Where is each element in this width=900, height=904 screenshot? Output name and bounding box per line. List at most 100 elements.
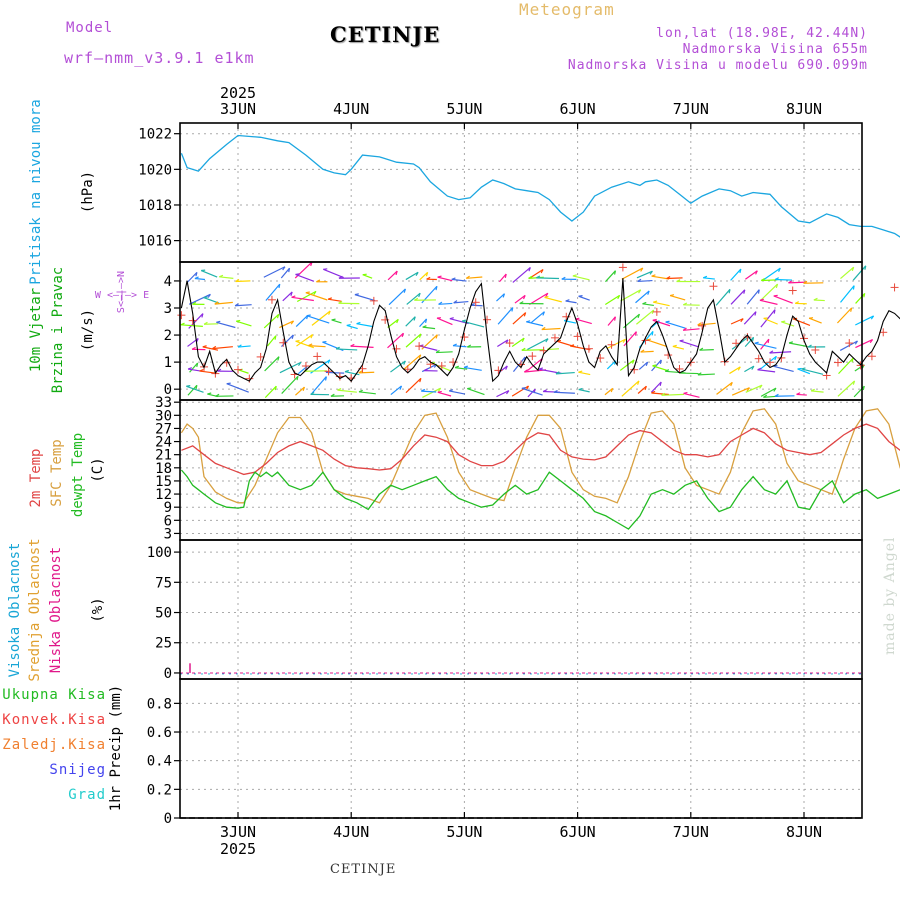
wind-arrow xyxy=(267,336,275,346)
wind-arrow xyxy=(347,325,358,328)
wind-arrow-head xyxy=(755,342,759,343)
wind-arrow xyxy=(526,322,543,326)
wind-arrow xyxy=(536,278,559,279)
wind-arrow xyxy=(717,382,733,394)
wind-arrow-head xyxy=(652,331,653,335)
wind-arrow-head xyxy=(566,300,570,301)
top-day-label: 7JUN xyxy=(673,100,709,118)
top-day-label: 5JUN xyxy=(446,100,482,118)
wind-arrow-head xyxy=(186,386,190,387)
wind-arrow xyxy=(781,322,794,326)
wind-arrow-head xyxy=(652,365,656,366)
top-day-label: 8JUN xyxy=(786,100,822,118)
wind-arrow-head xyxy=(328,298,332,299)
wind-arrow-head xyxy=(578,371,582,372)
y-tick-label: 0.4 xyxy=(147,754,172,770)
wind-arrow xyxy=(605,295,619,304)
y-tick-label: 1016 xyxy=(138,234,172,250)
wind-arrow-head xyxy=(789,342,793,343)
wind-arrow xyxy=(775,280,792,281)
wind-arrow xyxy=(283,292,292,301)
wind-arrow xyxy=(566,301,577,303)
wind-arrow xyxy=(642,304,653,306)
wind-arrow xyxy=(512,338,524,346)
panel-frame-precip xyxy=(180,679,862,818)
wind-arrow xyxy=(652,276,670,279)
wind-arrow-head xyxy=(666,321,670,322)
wind-axis-label: 10m Vjetar xyxy=(28,288,44,372)
wind-arrow-head xyxy=(326,377,327,381)
wind-arrow-head xyxy=(306,292,310,293)
y-tick-label: 1018 xyxy=(138,198,172,214)
wind-arrow xyxy=(745,271,757,279)
wind-arrow xyxy=(307,316,329,323)
wind-arrow xyxy=(747,290,759,305)
wind-arrow xyxy=(760,284,777,300)
wind-arrow-head xyxy=(760,299,764,300)
wind-arrow xyxy=(323,269,343,277)
wind-arrow xyxy=(219,277,233,279)
wind-arrow-head xyxy=(438,276,442,277)
wind-arrow-head xyxy=(781,321,785,322)
wind-arrow-head xyxy=(450,318,454,319)
wind-arrow xyxy=(336,349,357,350)
top-day-label: 3JUN xyxy=(220,100,256,118)
wind-arrow xyxy=(515,295,525,303)
wind-arrow xyxy=(423,327,435,329)
wind-arrow xyxy=(670,296,685,300)
wind-arrow xyxy=(531,312,545,323)
wind-arrow-head xyxy=(296,341,300,342)
wind-arrow xyxy=(673,346,684,349)
wind-arrow xyxy=(311,377,326,394)
wind-arrow xyxy=(840,267,853,278)
wind-arrow xyxy=(774,296,793,303)
wind-arrow-head xyxy=(355,294,359,295)
wind-arrow xyxy=(265,357,279,371)
legend-hail: Grad xyxy=(68,787,106,803)
dewpt-label: dewpt Temp xyxy=(70,433,86,517)
wind-arrow-head xyxy=(357,322,361,323)
wind-arrow xyxy=(292,297,314,300)
y-tick-label: 3 xyxy=(164,301,172,317)
bottom-day-label: 7JUN xyxy=(673,823,709,841)
wind-arrow-head xyxy=(853,286,854,290)
wind-arrow-head xyxy=(673,345,677,346)
y-tick-label: 0.8 xyxy=(147,696,172,712)
wind-arrow-head xyxy=(204,297,208,298)
wind-arrow-head xyxy=(774,295,778,296)
bottom-year-label: 2025 xyxy=(220,840,256,858)
wind-arrow-head xyxy=(526,321,530,322)
wind-arrow xyxy=(570,346,590,350)
wind-arrow-head xyxy=(802,368,806,369)
wind-arrow xyxy=(181,325,203,327)
wind-arrow-head xyxy=(332,319,336,320)
wind-arrow-head xyxy=(647,339,651,340)
y-tick-label: 75 xyxy=(155,575,172,591)
wind-arrow-head xyxy=(216,321,220,322)
y-tick-label: 0 xyxy=(164,811,172,827)
wind-arrow-head xyxy=(774,310,775,314)
wind-arrow xyxy=(837,308,851,323)
wind-arrow xyxy=(359,372,374,373)
wind-arrow-head xyxy=(203,346,207,347)
wind-arrow xyxy=(438,277,453,281)
wind-arrow xyxy=(853,266,865,280)
wind-arrow xyxy=(703,278,715,279)
wind-arrow-head xyxy=(438,391,442,392)
wind-arrow-head xyxy=(768,339,769,343)
wind-arrow xyxy=(513,267,531,282)
wind-arrow xyxy=(391,386,402,395)
model-name: wrf—nmm_v3.9.1 e1km xyxy=(64,49,255,67)
wind-arrow xyxy=(579,390,590,392)
wind-arrow xyxy=(328,299,342,301)
wind-arrows xyxy=(181,262,874,398)
wind-arrow xyxy=(406,317,416,326)
y-tick-label: 2 xyxy=(164,328,172,344)
wind-arrow-head xyxy=(809,318,813,319)
legend-total-precip: Ukupna Kisa xyxy=(2,687,106,703)
y-tick-label: 100 xyxy=(147,545,172,561)
wind-arrow xyxy=(406,378,421,392)
wind-arrow xyxy=(390,361,405,372)
coordinates: lon,lat (18.98E, 42.44N) xyxy=(656,26,868,41)
